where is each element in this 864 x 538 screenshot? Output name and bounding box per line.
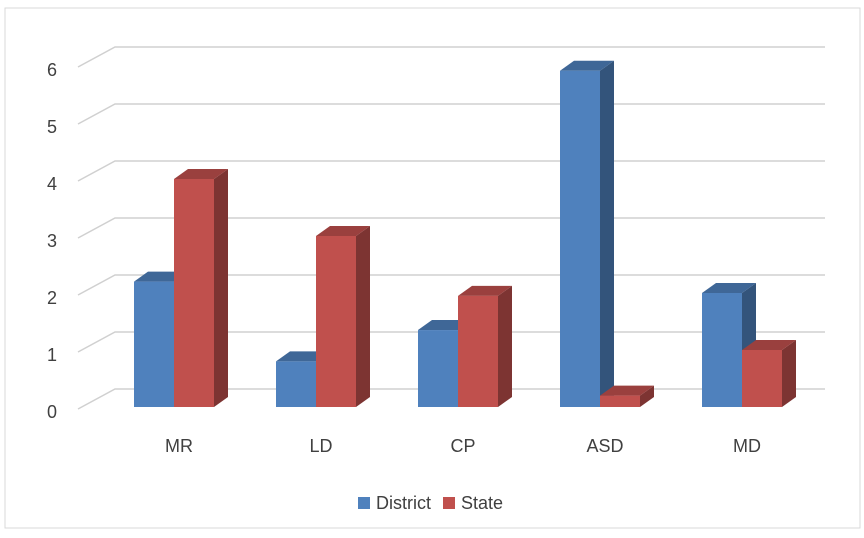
bar-face bbox=[640, 385, 654, 407]
x-tick-label: ASD bbox=[586, 436, 623, 456]
bar-face bbox=[458, 295, 498, 407]
y-tick-label: 1 bbox=[47, 345, 57, 365]
bar-face bbox=[702, 293, 742, 407]
bar bbox=[742, 340, 796, 407]
bar bbox=[458, 285, 512, 407]
bar-face bbox=[356, 226, 370, 407]
bar-face bbox=[498, 285, 512, 407]
y-tick-label: 5 bbox=[47, 117, 57, 137]
bar-face bbox=[600, 385, 654, 396]
bar-face bbox=[276, 361, 316, 407]
bar-face bbox=[600, 60, 614, 407]
x-tick-label: CP bbox=[450, 436, 475, 456]
bar-face bbox=[560, 70, 600, 407]
bar-face bbox=[702, 283, 756, 293]
bar-face bbox=[600, 395, 640, 407]
bar-face bbox=[418, 330, 458, 407]
legend-label: District bbox=[376, 493, 431, 513]
y-tick-label: 2 bbox=[47, 288, 57, 308]
bar-face bbox=[214, 169, 228, 407]
bar-face bbox=[174, 169, 228, 179]
chart-frame bbox=[4, 7, 861, 529]
bar bbox=[316, 226, 370, 407]
bar-face bbox=[458, 285, 512, 296]
bar bbox=[600, 385, 654, 407]
bar-face bbox=[134, 281, 174, 407]
legend-swatch bbox=[443, 497, 455, 509]
y-tick-label: 0 bbox=[47, 402, 57, 422]
legend-swatch bbox=[358, 497, 370, 509]
bar bbox=[174, 169, 228, 407]
grid-line bbox=[77, 46, 825, 68]
bar-face bbox=[560, 60, 614, 71]
x-tick-label: MD bbox=[733, 436, 761, 456]
bar-face bbox=[316, 236, 356, 407]
x-tick-label: MR bbox=[165, 436, 193, 456]
x-tick-label: LD bbox=[309, 436, 332, 456]
bar-face bbox=[782, 340, 796, 407]
y-tick-label: 6 bbox=[47, 60, 57, 80]
bar-face bbox=[174, 179, 214, 407]
bar-face bbox=[316, 226, 370, 236]
y-tick-label: 4 bbox=[47, 174, 57, 194]
bar bbox=[560, 60, 614, 407]
bar-face bbox=[742, 340, 796, 350]
legend-label: State bbox=[461, 493, 503, 513]
bar-face bbox=[742, 350, 782, 407]
y-tick-label: 3 bbox=[47, 231, 57, 251]
